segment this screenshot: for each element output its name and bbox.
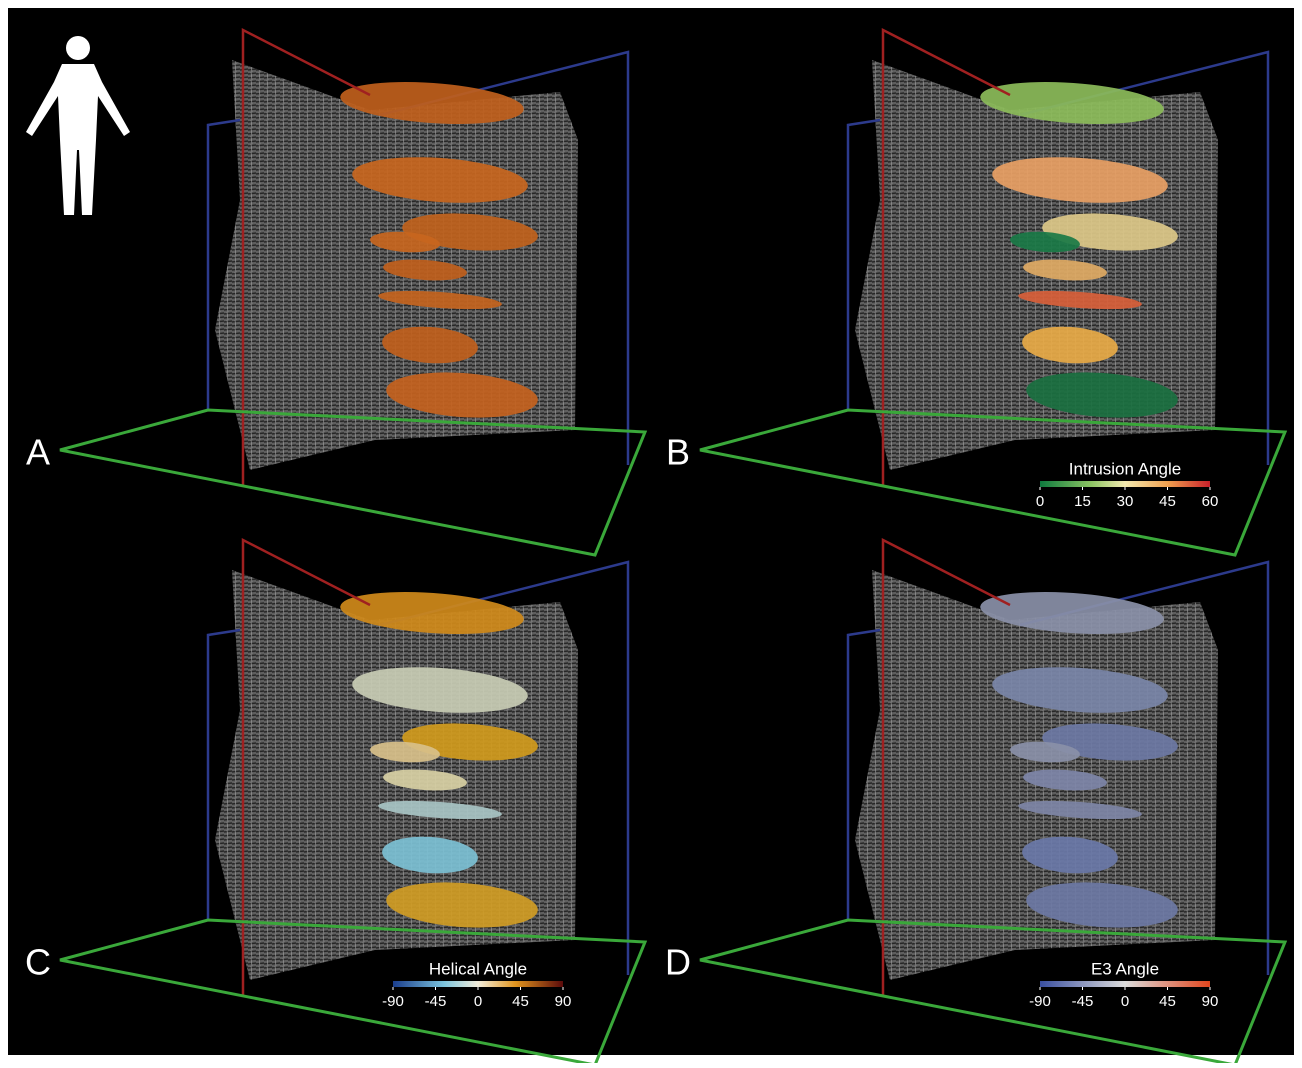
panel-label: B xyxy=(666,432,690,473)
colorbar-tick-label: 0 xyxy=(474,993,482,1010)
colorbar-tick-label: 30 xyxy=(1117,493,1134,510)
page: A B Intrusion Angle 0 15 30 45 60 C Helical Angle… xyxy=(0,0,1302,1063)
colorbar-tick-label: 0 xyxy=(1036,493,1044,510)
figure: A B Intrusion Angle 0 15 30 45 60 C Helical Angle… xyxy=(0,0,1302,1063)
colorbar-tick-label: 90 xyxy=(1202,993,1219,1010)
colorbar-gradient xyxy=(1040,981,1210,987)
colorbar-title: Intrusion Angle xyxy=(1069,459,1181,478)
panel-label: D xyxy=(665,942,691,983)
colorbar-tick-label: 15 xyxy=(1074,493,1091,510)
colorbar-title: E3 Angle xyxy=(1091,959,1159,978)
colorbar-tick-label: 60 xyxy=(1202,493,1219,510)
colorbar-tick-label: 45 xyxy=(1159,993,1176,1010)
colorbar-tick-label: 90 xyxy=(555,993,572,1010)
colorbar-tick-label: -45 xyxy=(1072,993,1094,1010)
colorbar-title: Helical Angle xyxy=(429,959,527,978)
panel-label: C xyxy=(25,942,51,983)
colorbar-gradient xyxy=(1040,481,1210,487)
colorbar-tick-label: -90 xyxy=(1029,993,1051,1010)
colorbar-tick-label: 0 xyxy=(1121,993,1129,1010)
colorbar-tick-label: 45 xyxy=(512,993,529,1010)
panel-label: A xyxy=(26,432,50,473)
colorbar-tick-label: -90 xyxy=(382,993,404,1010)
colorbar-tick-label: -45 xyxy=(425,993,447,1010)
colorbar-gradient xyxy=(393,981,563,987)
colorbar-tick-label: 45 xyxy=(1159,493,1176,510)
